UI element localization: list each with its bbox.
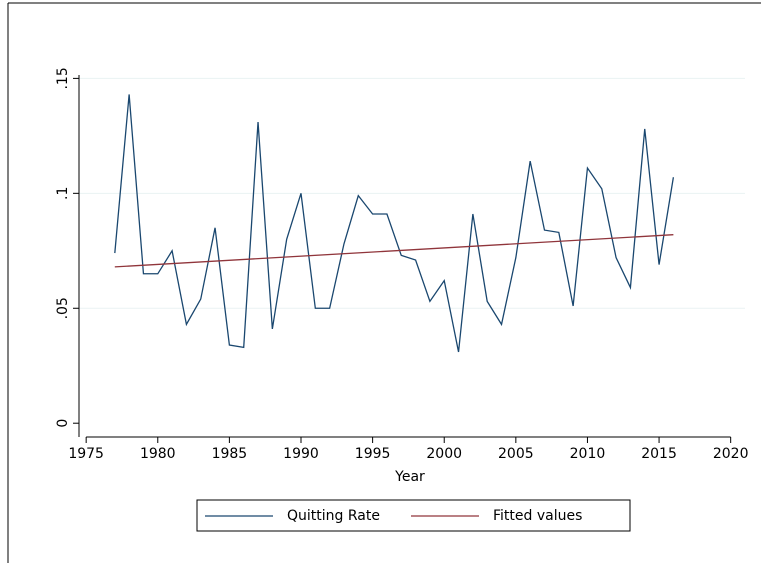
x-tick-label: 1985 xyxy=(212,446,248,462)
y-tick-label: .1 xyxy=(55,187,71,200)
y-tick-label: 0 xyxy=(55,419,71,428)
x-tick-label: 2020 xyxy=(713,446,749,462)
y-tick-label: .15 xyxy=(55,67,71,89)
x-tick-label: 1980 xyxy=(140,446,176,462)
x-tick-label: 1995 xyxy=(355,446,391,462)
x-axis-title: Year xyxy=(394,469,425,485)
legend-label: Fitted values xyxy=(493,508,582,524)
x-tick-label: 2000 xyxy=(426,446,462,462)
line-series xyxy=(114,234,674,268)
x-tick-label: 2010 xyxy=(570,446,606,462)
legend-label: Quitting Rate xyxy=(287,508,380,524)
line-series xyxy=(114,94,675,353)
x-tick-label: 2005 xyxy=(498,446,534,462)
y-tick-label: .05 xyxy=(55,297,71,319)
x-tick-label: 1990 xyxy=(283,446,319,462)
x-tick-label: 1975 xyxy=(68,446,104,462)
x-tick-label: 2015 xyxy=(641,446,677,462)
